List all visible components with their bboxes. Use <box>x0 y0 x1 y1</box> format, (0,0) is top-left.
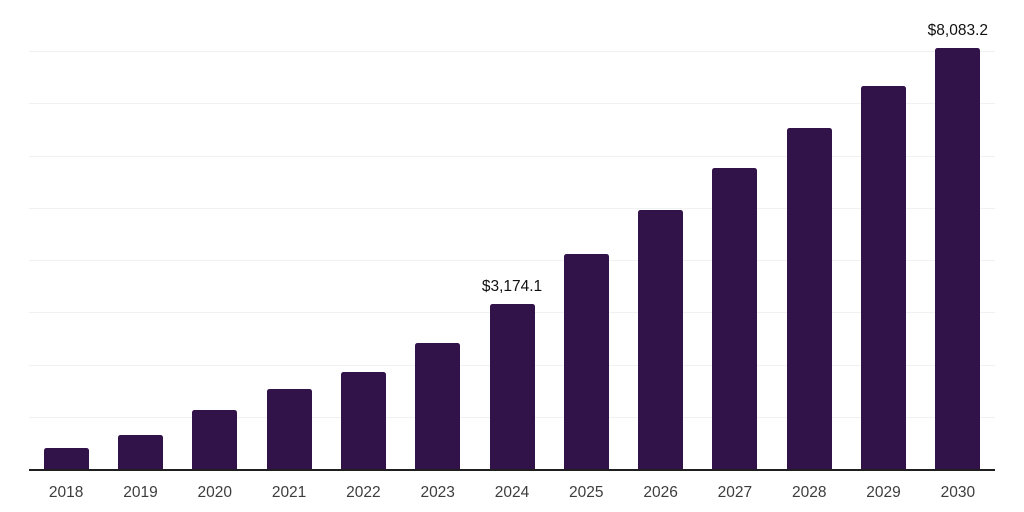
x-tick-2027: 2027 <box>717 484 753 501</box>
x-tick-2019: 2019 <box>123 484 158 501</box>
bar-2019 <box>117 435 163 470</box>
x-axis-line <box>29 469 995 471</box>
x-tick-2022: 2022 <box>346 484 381 501</box>
x-tick-2028: 2028 <box>791 484 827 501</box>
x-axis-labels: 2018 2019 2020 2021 2022 2023 2024 2025 2026 2027… <box>29 481 995 505</box>
bar-2020 <box>192 410 238 470</box>
bar-2029 <box>861 86 907 470</box>
x-tick-2018: 2018 <box>48 484 84 501</box>
bar-2021 <box>266 388 312 470</box>
x-tick-2030: 2030 <box>940 484 976 501</box>
plot-area: $3,174.1 $8,083.2 <box>29 0 995 471</box>
gridline-5000 <box>29 207 995 209</box>
x-tick-2024: 2024 <box>494 484 530 501</box>
gridline-4000 <box>29 260 995 262</box>
bar-2027 <box>712 167 758 470</box>
bar-2025 <box>563 253 609 470</box>
value-label-2024: $3,174.1 <box>481 278 543 296</box>
gridline-6000 <box>29 155 995 157</box>
x-tick-2026: 2026 <box>643 484 678 501</box>
bar-2018 <box>43 447 89 470</box>
bar-2024 <box>489 304 535 470</box>
x-tick-2021: 2021 <box>271 484 307 501</box>
x-tick-2029: 2029 <box>866 484 901 501</box>
gridline-7000 <box>29 103 995 105</box>
bar-2030 <box>935 47 981 470</box>
bar-2028 <box>786 127 832 470</box>
gridline-8000 <box>29 51 995 53</box>
value-label-2030: $8,083.2 <box>927 21 989 39</box>
bars: $3,174.1 $8,083.2 <box>29 0 995 470</box>
bar-2023 <box>415 342 461 470</box>
x-tick-2020: 2020 <box>197 484 233 501</box>
x-tick-2025: 2025 <box>569 484 604 501</box>
bar-2022 <box>340 371 386 470</box>
x-tick-2023: 2023 <box>420 484 455 501</box>
bar-2026 <box>638 210 684 470</box>
